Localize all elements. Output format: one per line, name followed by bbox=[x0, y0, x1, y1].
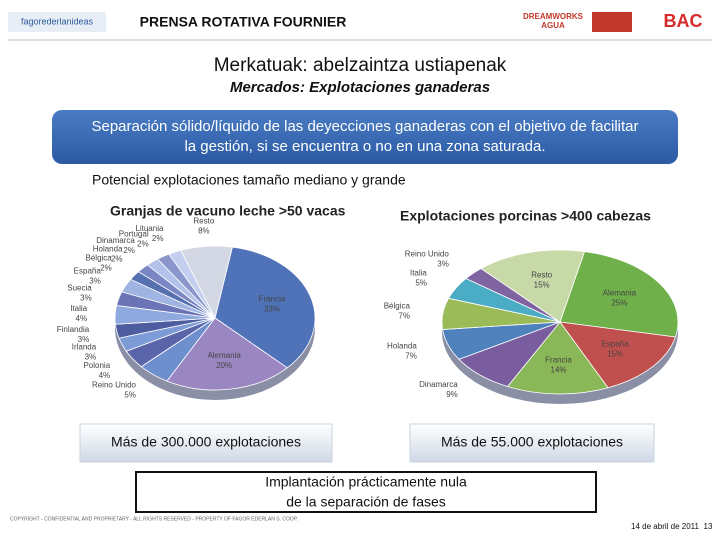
count: Más de 55.000 explotaciones bbox=[441, 434, 623, 450]
slice-label: Portugal bbox=[119, 229, 149, 238]
count-box bbox=[79, 423, 333, 463]
section: Potencial explotaciones tamaño mediano y… bbox=[92, 172, 406, 188]
slice-value: 15% bbox=[607, 349, 623, 358]
slice-label: Dinamarca bbox=[419, 380, 458, 389]
slice-label: Lituania bbox=[135, 224, 164, 233]
slice-label: Holanda bbox=[387, 342, 417, 351]
slice-label: Francia bbox=[545, 355, 572, 364]
pie-slice bbox=[214, 246, 316, 369]
slice-value: 7% bbox=[405, 352, 417, 361]
count-box bbox=[409, 423, 655, 463]
banner bbox=[52, 110, 678, 164]
pie-slice bbox=[180, 245, 233, 320]
slice-value: 3% bbox=[80, 293, 92, 302]
slice-value: 9% bbox=[446, 390, 458, 399]
chart-title: Granjas de vacuno leche >50 vacas bbox=[110, 203, 346, 219]
conclusion: Implantación prácticamente nula bbox=[265, 474, 467, 490]
chart-title: Explotaciones porcinas >400 cabezas bbox=[400, 208, 651, 224]
slice-value: 33% bbox=[264, 305, 280, 314]
slice-value: 2% bbox=[111, 254, 123, 263]
slice-label: Resto bbox=[531, 270, 552, 279]
slice-value: 4% bbox=[76, 314, 88, 323]
slice-label: Francia bbox=[259, 295, 286, 304]
slice-label: Bélgica bbox=[384, 302, 411, 311]
slice-label: Reino Unido bbox=[405, 250, 450, 259]
slice-label: Alemania bbox=[207, 351, 241, 360]
conclusion-box bbox=[135, 471, 597, 513]
slice-label: Dinamarca bbox=[96, 236, 135, 245]
pie-slice bbox=[166, 317, 288, 391]
slice-value: 3% bbox=[85, 352, 97, 361]
slice-label: Bélgica bbox=[86, 254, 113, 263]
slice-value: 14% bbox=[551, 365, 567, 374]
slice-value: 3% bbox=[78, 335, 90, 344]
slice-value: 2% bbox=[100, 264, 112, 273]
subtitle: Mercados: Explotaciones ganaderas bbox=[230, 79, 490, 96]
slice-value: 3% bbox=[89, 276, 101, 285]
pie-slice bbox=[480, 249, 586, 323]
logo: fagorederlanideas bbox=[21, 16, 94, 26]
slice-label: Resto bbox=[193, 216, 214, 225]
page-number: 13 bbox=[704, 522, 713, 531]
pie-slice bbox=[559, 251, 679, 338]
slice-label: España bbox=[74, 266, 102, 275]
slice-label: Irlanda bbox=[72, 342, 97, 351]
slice-label: Italia bbox=[70, 304, 87, 313]
slice-label: Finlandia bbox=[57, 325, 90, 334]
slice-label: Suecia bbox=[67, 283, 92, 292]
slice-label: Italia bbox=[410, 269, 427, 278]
conclusion: de la separación de fases bbox=[286, 494, 446, 510]
slice-value: 2% bbox=[152, 234, 164, 243]
slice-label: Reino Unido bbox=[92, 381, 137, 390]
partner: BAC bbox=[664, 11, 703, 31]
slice-value: 5% bbox=[415, 279, 427, 288]
slice-label: Alemania bbox=[603, 289, 637, 298]
slice-value: 4% bbox=[99, 371, 111, 380]
slice-value: 2% bbox=[137, 239, 149, 248]
project: PRENSA ROTATIVA FOURNIER bbox=[140, 14, 347, 30]
slice-value: 8% bbox=[198, 226, 210, 235]
partner: DREAMWORKS bbox=[523, 12, 584, 21]
partner: AGUA bbox=[541, 21, 565, 30]
slice-value: 25% bbox=[611, 299, 627, 308]
date: 14 de abril de 2011 bbox=[631, 522, 699, 531]
banner-text: Separación sólido/líquido de las deyecci… bbox=[91, 118, 638, 135]
pie-slice bbox=[559, 321, 676, 389]
slice-label: Holanda bbox=[93, 244, 123, 253]
logo-mark bbox=[592, 12, 632, 32]
pie-slice bbox=[506, 321, 609, 395]
slice-value: 3% bbox=[437, 260, 449, 269]
slice-label: Polonia bbox=[83, 361, 110, 370]
slice-value: 20% bbox=[216, 361, 232, 370]
count: Más de 300.000 explotaciones bbox=[111, 434, 301, 450]
slice-value: 7% bbox=[398, 312, 410, 321]
logo-box bbox=[8, 12, 106, 32]
slice-label: España bbox=[601, 339, 629, 348]
title: Merkatuak: abelzaintza ustiapenak bbox=[214, 55, 507, 76]
slice-value: 15% bbox=[534, 280, 550, 289]
slice-value: 5% bbox=[124, 391, 136, 400]
banner-text: la gestión, si se encuentra o no en una … bbox=[184, 138, 545, 155]
slice-value: 2% bbox=[123, 246, 135, 255]
legal: COPYRIGHT - CONFIDENTIAL AND PROPRIETARY… bbox=[10, 516, 298, 522]
